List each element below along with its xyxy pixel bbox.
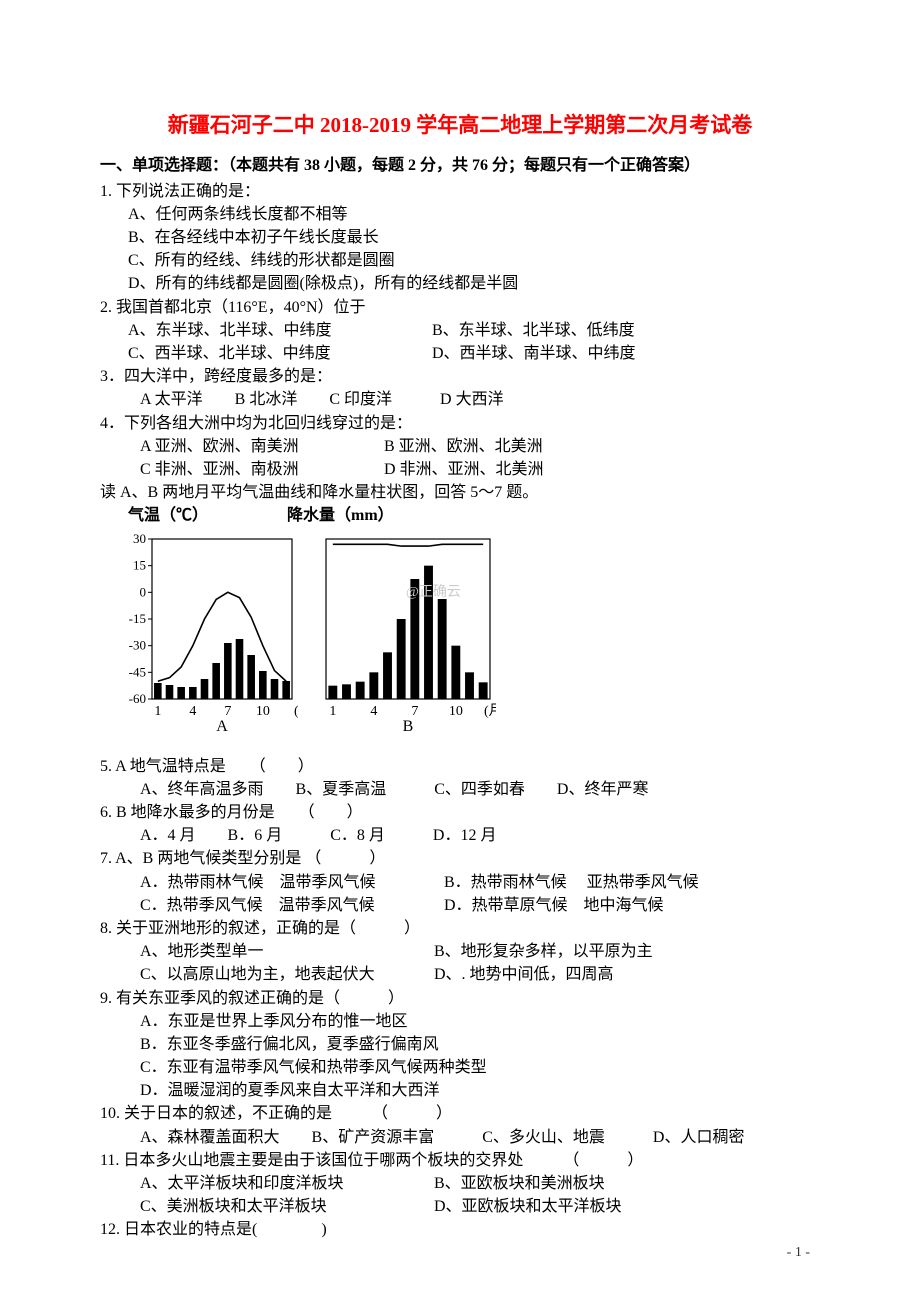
page-title: 新疆石河子二中 2018-2019 学年高二地理上学期第二次月考试卷 [100,110,820,140]
svg-text:7: 7 [224,704,231,719]
question-6: 6. B 地降水最多的月份是 （ ） A．4 月 B．6 月 C．8 月 D．1… [100,801,820,847]
svg-text:-45: -45 [129,665,146,680]
q6-stem: 6. B 地降水最多的月份是 （ ） [100,801,820,824]
svg-text:4: 4 [189,704,196,719]
q8-opt-a: A、地形类型单一 [140,940,430,963]
q10-opts: A、森林覆盖面积大 B、矿产资源丰富 C、多火山、地震 D、人口稠密 [100,1126,820,1149]
svg-text:A: A [216,718,228,733]
q4-row2: C 非洲、亚洲、南极洲 D 非洲、亚洲、北美洲 [100,458,820,481]
q11-opt-b: B、亚欧板块和美洲板块 [434,1172,605,1195]
q11-stem: 11. 日本多火山地震主要是由于该国位于哪两个板块的交界处 （ ） [100,1149,820,1172]
svg-text:15: 15 [133,558,146,573]
svg-text:1: 1 [154,704,161,719]
q2-opt-c: C、西半球、北半球、中纬度 [128,342,428,365]
q12-stem: 12. 日本农业的特点是( ) [100,1218,820,1241]
q7-opt-d: D．热带草原气候 地中海气候 [444,894,664,917]
question-2: 2. 我国首都北京（116°E，40°N）位于 A、东半球、北半球、中纬度 B、… [100,296,820,366]
svg-text:4: 4 [370,704,377,719]
q8-opt-b: B、地形复杂多样，以平原为主 [434,940,653,963]
page-number: - 1 - [787,1243,810,1263]
chart-b: @正确云 14710(月)B [316,533,496,740]
q2-opt-a: A、东半球、北半球、中纬度 [128,319,428,342]
q1-opt-d: D、所有的纬线都是圆圈(除极点)，所有的经线都是半圆 [100,272,820,295]
q1-opt-c: C、所有的经线、纬线的形状都是圆圈 [100,249,820,272]
q8-row1: A、地形类型单一 B、地形复杂多样，以平原为主 [100,940,820,963]
chart-row: 30150-15-30-45-6014710(月)A @正确云 14710(月)… [118,533,820,740]
question-1: 1. 下列说法正确的是： A、任何两条纬线长度都不相等 B、在各经线中本初子午线… [100,180,820,296]
q7-row2: C．热带季风气候 温带季风气候 D．热带草原气候 地中海气候 [100,894,820,917]
question-11: 11. 日本多火山地震主要是由于该国位于哪两个板块的交界处 （ ） A、太平洋板… [100,1149,820,1219]
q3-opts: A 太平洋 B 北冰洋 C 印度洋 D 大西洋 [100,388,820,411]
q2-stem: 2. 我国首都北京（116°E，40°N）位于 [100,296,820,319]
question-3: 3．四大洋中，跨经度最多的是： A 太平洋 B 北冰洋 C 印度洋 D 大西洋 [100,365,820,411]
q9-opt-d: D．温暖湿润的夏季风来自太平洋和大西洋 [100,1079,820,1102]
q11-row2: C、美洲板块和太平洋板块 D、亚欧板块和太平洋板块 [100,1195,820,1218]
svg-text:1: 1 [329,704,336,719]
q2-row2: C、西半球、北半球、中纬度 D、西半球、南半球、中纬度 [100,342,820,365]
q8-opt-c: C、以高原山地为主，地表起伏大 [140,963,430,986]
q9-opt-b: B．东亚冬季盛行偏北风，夏季盛行偏南风 [100,1033,820,1056]
chart-a-title-left: 气温（℃） [128,504,283,527]
svg-text:30: 30 [133,533,146,546]
q11-opt-a: A、太平洋板块和印度洋板块 [140,1172,430,1195]
svg-text:0: 0 [140,585,147,600]
svg-text:-30: -30 [129,638,146,653]
q4-opt-c: C 非洲、亚洲、南极洲 [140,458,380,481]
svg-text:7: 7 [411,704,418,719]
q8-row2: C、以高原山地为主，地表起伏大 D、. 地势中间低，四周高 [100,963,820,986]
svg-text:10: 10 [449,704,463,719]
q2-opt-d: D、西半球、南半球、中纬度 [432,342,636,365]
q7-stem: 7. A、B 两地气候类型分别是 （ ） [100,847,820,870]
chart-a: 30 15 0 -15 -30 -45 -60 1 4 7 10 (月) A [118,533,298,740]
q10-stem: 10. 关于日本的叙述，不正确的是 （ ） [100,1102,820,1125]
svg-text:-60: -60 [129,691,146,706]
section-heading: 一、单项选择题：（本题共有 38 小题，每题 2 分，共 76 分；每题只有一个… [100,154,820,177]
q9-opt-a: A．东亚是世界上季风分布的惟一地区 [100,1010,820,1033]
q7-row1: A．热带雨林气候 温带季风气候 B．热带雨林气候 亚热带季风气候 [100,871,820,894]
svg-text:(月): (月) [294,703,298,719]
svg-text:-15: -15 [129,611,146,626]
q7-opt-b: B．热带雨林气候 亚热带季风气候 [444,871,699,894]
q11-opt-d: D、亚欧板块和太平洋板块 [434,1195,622,1218]
q9-opt-c: C．东亚有温带季风气候和热带季风气候两种类型 [100,1056,820,1079]
q5-stem: 5. A 地气温特点是 （ ） [100,755,820,778]
q8-stem: 8. 关于亚洲地形的叙述，正确的是（ ） [100,917,820,940]
question-9: 9. 有关东亚季风的叙述正确的是（ ） A．东亚是世界上季风分布的惟一地区 B．… [100,987,820,1103]
q4-opt-d: D 非洲、亚洲、北美洲 [384,458,544,481]
q3-stem: 3．四大洋中，跨经度最多的是： [100,365,820,388]
q4-opt-a: A 亚洲、欧洲、南美洲 [140,435,380,458]
q5-opts: A、终年高温多雨 B、夏季高温 C、四季如春 D、终年严寒 [100,778,820,801]
question-4: 4．下列各组大洲中均为北回归线穿过的是： A 亚洲、欧洲、南美洲 B 亚洲、欧洲… [100,412,820,482]
question-7: 7. A、B 两地气候类型分别是 （ ） A．热带雨林气候 温带季风气候 B．热… [100,847,820,917]
q4-stem: 4．下列各组大洲中均为北回归线穿过的是： [100,412,820,435]
q9-stem: 9. 有关东亚季风的叙述正确的是（ ） [100,987,820,1010]
read-5-7: 读 A、B 两地月平均气温曲线和降水量柱状图，回答 5～7 题。 [100,481,820,504]
svg-text:10: 10 [256,704,270,719]
q8-opt-d: D、. 地势中间低，四周高 [434,963,614,986]
question-8: 8. 关于亚洲地形的叙述，正确的是（ ） A、地形类型单一 B、地形复杂多样，以… [100,917,820,987]
q1-stem: 1. 下列说法正确的是： [100,180,820,203]
q11-row1: A、太平洋板块和印度洋板块 B、亚欧板块和美洲板块 [100,1172,820,1195]
svg-text:B: B [403,718,414,733]
q2-opt-b: B、东半球、北半球、低纬度 [432,319,635,342]
question-5: 5. A 地气温特点是 （ ） A、终年高温多雨 B、夏季高温 C、四季如春 D… [100,755,820,801]
q7-opt-c: C．热带季风气候 温带季风气候 [140,894,440,917]
svg-text:(月): (月) [484,703,496,719]
q4-opt-b: B 亚洲、欧洲、北美洲 [384,435,543,458]
q4-row1: A 亚洲、欧洲、南美洲 B 亚洲、欧洲、北美洲 [100,435,820,458]
chart-a-title-right: 降水量（mm） [287,507,394,524]
q2-row1: A、东半球、北半球、中纬度 B、东半球、北半球、低纬度 [100,319,820,342]
q1-opt-b: B、在各经线中本初子午线长度最长 [100,226,820,249]
q7-opt-a: A．热带雨林气候 温带季风气候 [140,871,440,894]
question-10: 10. 关于日本的叙述，不正确的是 （ ） A、森林覆盖面积大 B、矿产资源丰富… [100,1102,820,1148]
q11-opt-c: C、美洲板块和太平洋板块 [140,1195,430,1218]
q1-opt-a: A、任何两条纬线长度都不相等 [100,203,820,226]
q6-opts: A．4 月 B．6 月 C．8 月 D．12 月 [100,824,820,847]
question-12: 12. 日本农业的特点是( ) [100,1218,820,1241]
